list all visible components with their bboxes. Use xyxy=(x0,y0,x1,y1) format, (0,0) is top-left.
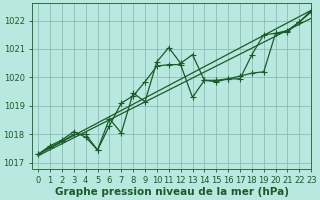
X-axis label: Graphe pression niveau de la mer (hPa): Graphe pression niveau de la mer (hPa) xyxy=(55,187,289,197)
